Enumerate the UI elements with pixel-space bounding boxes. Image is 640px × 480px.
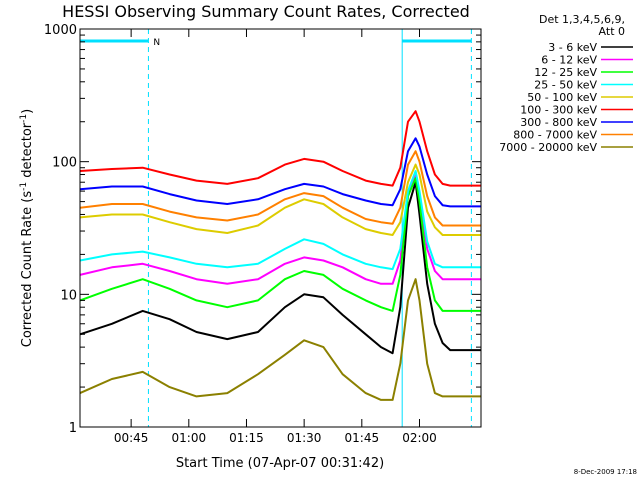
y-tick-label: 100: [52, 156, 77, 171]
legend-label: 7000 - 20000 keV: [499, 141, 597, 154]
legend-label: 50 - 100 keV: [527, 91, 597, 104]
date-stamp: 8-Dec-2009 17:18: [574, 468, 637, 476]
series-layer: [79, 110, 481, 401]
legend-label: 100 - 300 keV: [520, 104, 597, 117]
legend-header: Att 0: [599, 25, 625, 38]
series-line-9: [79, 278, 481, 401]
plot-frame: [79, 28, 482, 428]
series-line-8: [79, 150, 481, 227]
legend-label: 3 - 6 keV: [548, 41, 597, 54]
night-label: N: [153, 38, 160, 48]
y-axis-label: Corrected Count Rate (s-1 detector-1): [19, 109, 35, 347]
x-tick-label: 00:45: [114, 431, 149, 445]
legend-label: 12 - 25 keV: [534, 66, 597, 79]
y-tick-label: 10: [60, 288, 77, 303]
night-intervals: N: [80, 29, 472, 427]
series-line-2: [79, 173, 481, 285]
series-line-7: [79, 137, 481, 208]
series-line-4: [79, 170, 481, 271]
series-line-3: [79, 177, 481, 312]
series-line-5: [79, 163, 481, 236]
axis-ticks: 00:45 01:00 01:15 01:30 01:45 02:00 1 10 100 1000: [44, 23, 481, 445]
series-line-1: [79, 181, 481, 355]
legend-label: 25 - 50 keV: [534, 79, 597, 92]
y-tick-label: 1: [69, 421, 77, 436]
x-axis-label: Start Time (07-Apr-07 00:31:42): [176, 456, 384, 471]
x-tick-label: 01:00: [172, 431, 207, 445]
x-tick-label: 02:00: [402, 431, 437, 445]
legend-header: Det 1,3,4,5,6,9,: [539, 13, 625, 26]
legend-label: 300 - 800 keV: [520, 116, 597, 129]
x-tick-label: 01:45: [345, 431, 380, 445]
x-tick-label: 01:30: [287, 431, 322, 445]
y-tick-label: 1000: [44, 23, 77, 38]
legend-label: 800 - 7000 keV: [513, 129, 597, 142]
series-line-6: [79, 110, 481, 187]
chart-title: HESSI Observing Summary Count Rates, Cor…: [62, 2, 470, 21]
legend-label: 6 - 12 keV: [541, 54, 597, 67]
x-tick-label: 01:15: [229, 431, 264, 445]
